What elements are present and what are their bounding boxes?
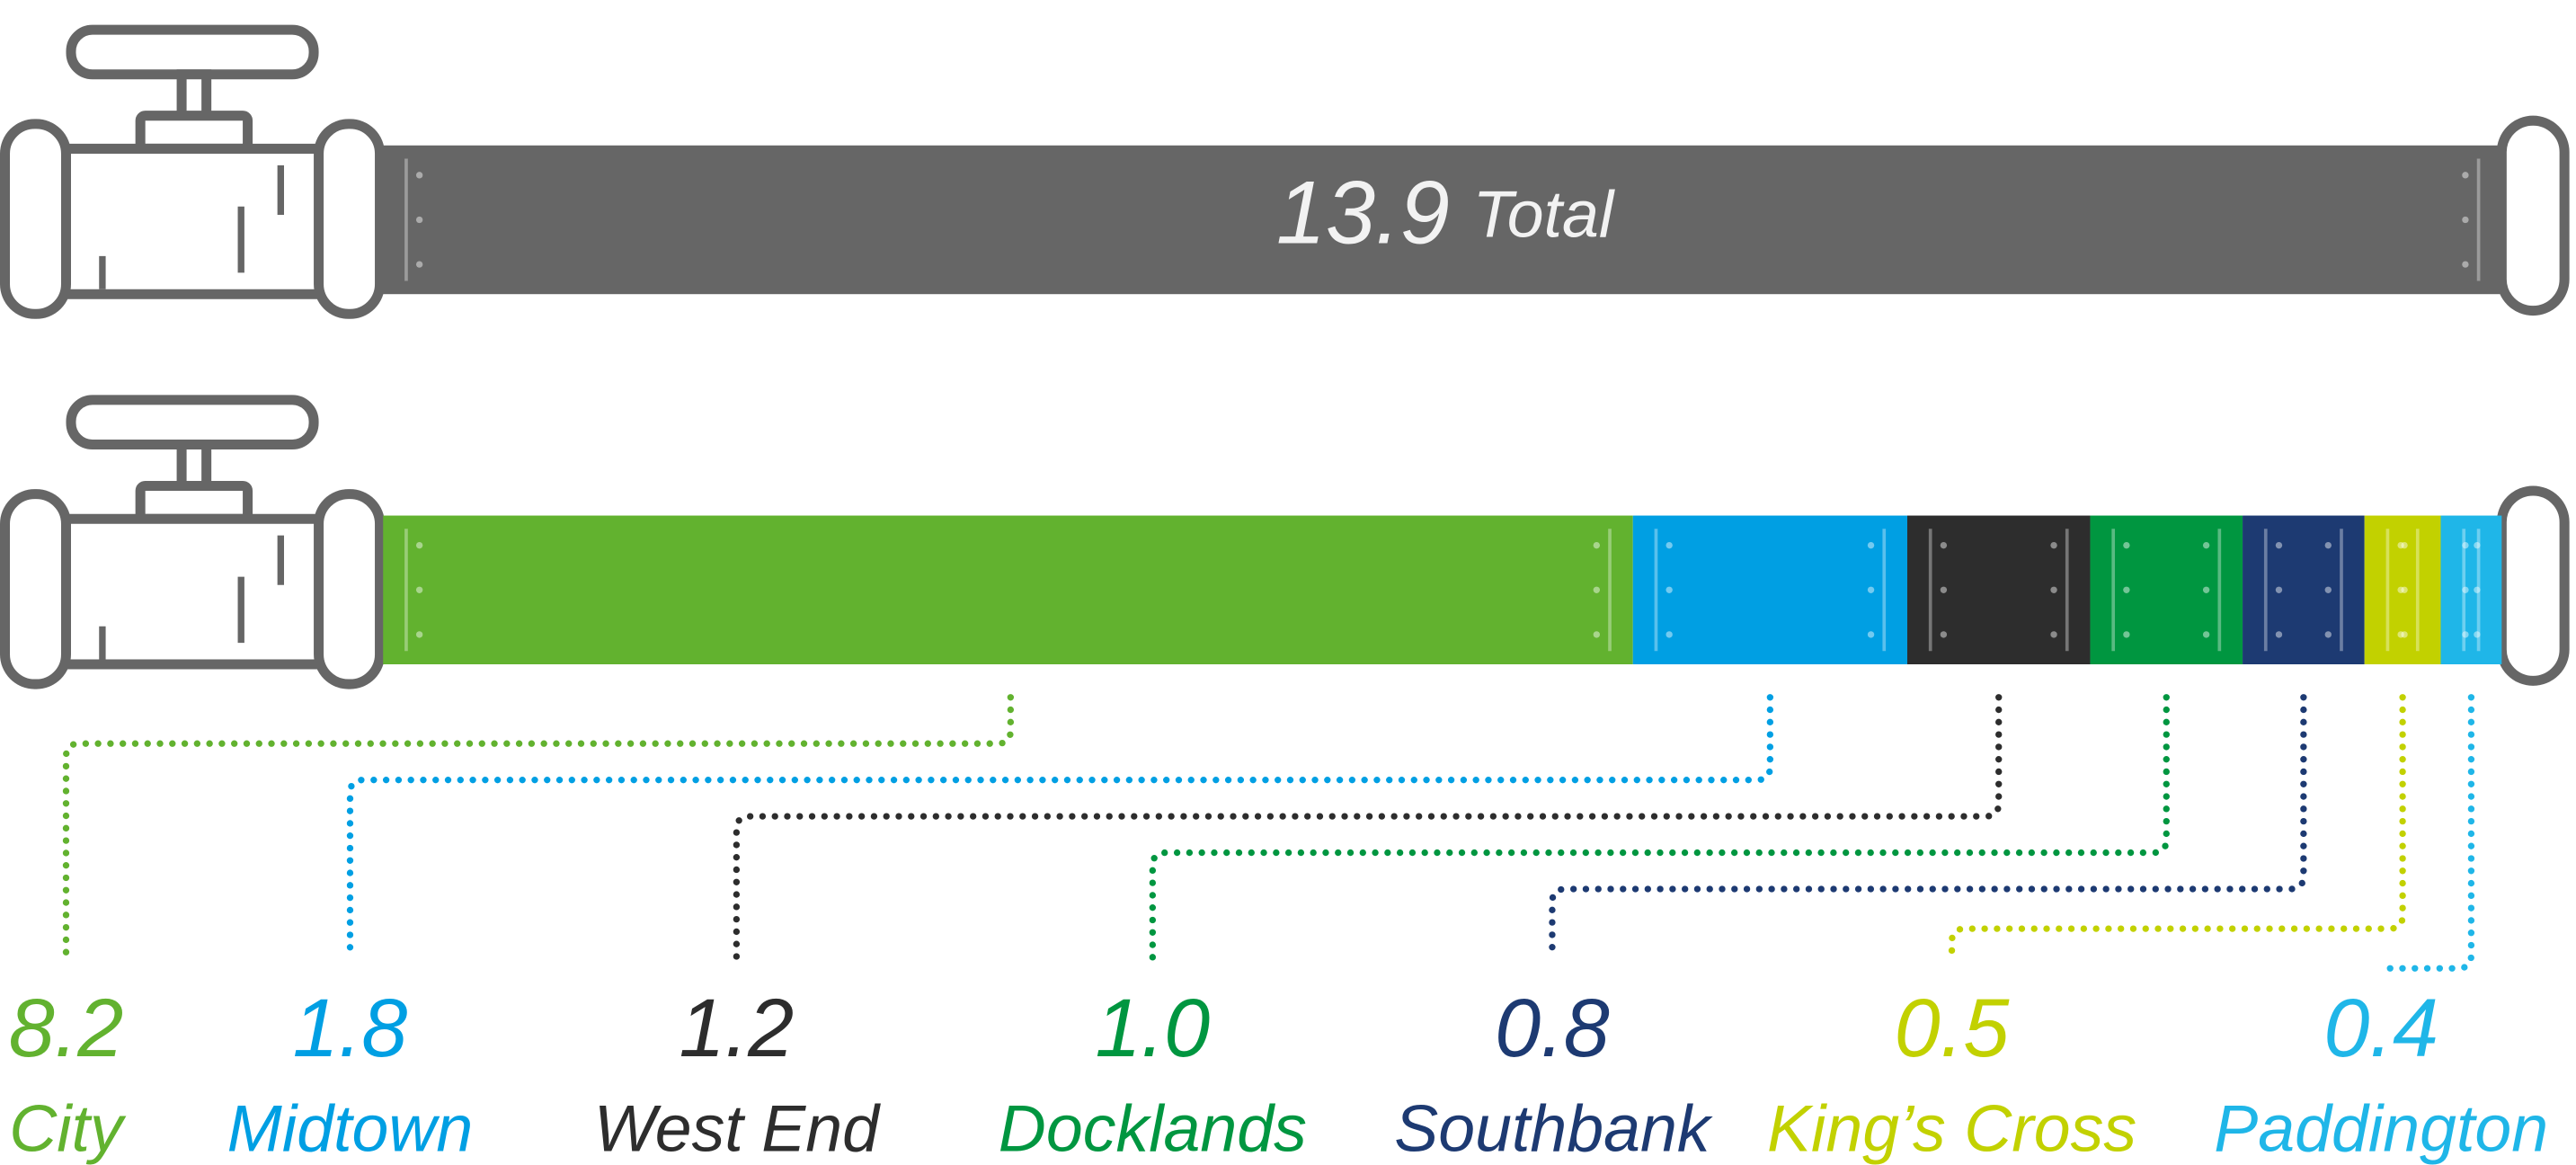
rivet: [1594, 587, 1600, 593]
rivet: [2462, 261, 2468, 267]
rivet: [2401, 587, 2407, 593]
category-label: West End: [594, 1090, 881, 1165]
category-label: Paddington: [2214, 1090, 2548, 1165]
leader-line: [66, 698, 1010, 958]
value-label: 1.8: [293, 983, 408, 1074]
segment: [1907, 516, 2090, 664]
total-text: Total: [1473, 177, 1615, 252]
leader-line: [1952, 698, 2403, 958]
rivet: [1868, 542, 1874, 548]
rivet: [2203, 631, 2209, 637]
rivet: [1941, 587, 1947, 593]
leader-line: [736, 698, 1998, 958]
rivet: [1941, 542, 1947, 548]
value-label: 0.4: [2323, 983, 2438, 1074]
page: {"chart_data": {"type": "stacked-pipe", …: [0, 0, 2576, 1165]
rivet: [416, 587, 422, 593]
leader-line: [350, 698, 1770, 958]
rivet: [2276, 631, 2282, 637]
rivet: [1666, 631, 1672, 637]
segment: [1633, 516, 1907, 664]
rivet: [2325, 542, 2332, 548]
rivet: [2462, 631, 2468, 637]
rivet: [2276, 542, 2282, 548]
leader-line: [1552, 698, 2304, 958]
rivet: [1594, 542, 1600, 548]
rivet: [2325, 587, 2332, 593]
marks: 8.2 City 1.8 Midtown 1.2 West End 1.0 Docklands…: [9, 146, 2548, 1165]
rivet: [2462, 172, 2468, 178]
rivet: [1594, 631, 1600, 637]
rivet: [2203, 542, 2209, 548]
value-label: 8.2: [9, 983, 124, 1074]
rivet: [2401, 631, 2407, 637]
total-label: 13.9 Total: [1276, 164, 1615, 263]
rivet: [2401, 542, 2407, 548]
category-label: Midtown: [227, 1090, 474, 1165]
rivet: [1941, 631, 1947, 637]
rivet: [2276, 587, 2282, 593]
rivet: [416, 542, 422, 548]
value-label: 0.5: [1895, 983, 2011, 1074]
total-value: 13.9: [1276, 164, 1450, 263]
category-label: Southbank: [1394, 1090, 1713, 1165]
rivet: [1666, 542, 1672, 548]
rivet: [2050, 631, 2056, 637]
rivet: [416, 631, 422, 637]
rivet: [416, 172, 422, 178]
rivet: [2050, 587, 2056, 593]
category-label: King’s Cross: [1767, 1090, 2136, 1165]
segment: [383, 516, 1633, 664]
rivet: [2050, 542, 2056, 548]
rivet: [2462, 587, 2468, 593]
value-label: 1.0: [1096, 983, 1211, 1074]
rivet: [2462, 217, 2468, 223]
rivet: [2123, 587, 2129, 593]
rivet: [2203, 587, 2209, 593]
chart: 8.2 City 1.8 Midtown 1.2 West End 1.0 Docklands…: [0, 0, 2576, 1165]
rivet: [2123, 542, 2129, 548]
segment: [2440, 516, 2501, 664]
segment: [2243, 516, 2365, 664]
category-label: City: [9, 1090, 127, 1165]
rivet: [2325, 631, 2332, 637]
rivet: [1666, 587, 1672, 593]
leader-line: [1152, 698, 2166, 958]
value-label: 0.8: [1495, 983, 1610, 1074]
rivet: [416, 217, 422, 223]
rivet: [1868, 587, 1874, 593]
rivet: [2123, 631, 2129, 637]
category-label: Docklands: [999, 1090, 1307, 1165]
rivet: [416, 261, 422, 267]
rivet: [2462, 542, 2468, 548]
rivet: [1868, 631, 1874, 637]
value-label: 1.2: [680, 983, 795, 1074]
